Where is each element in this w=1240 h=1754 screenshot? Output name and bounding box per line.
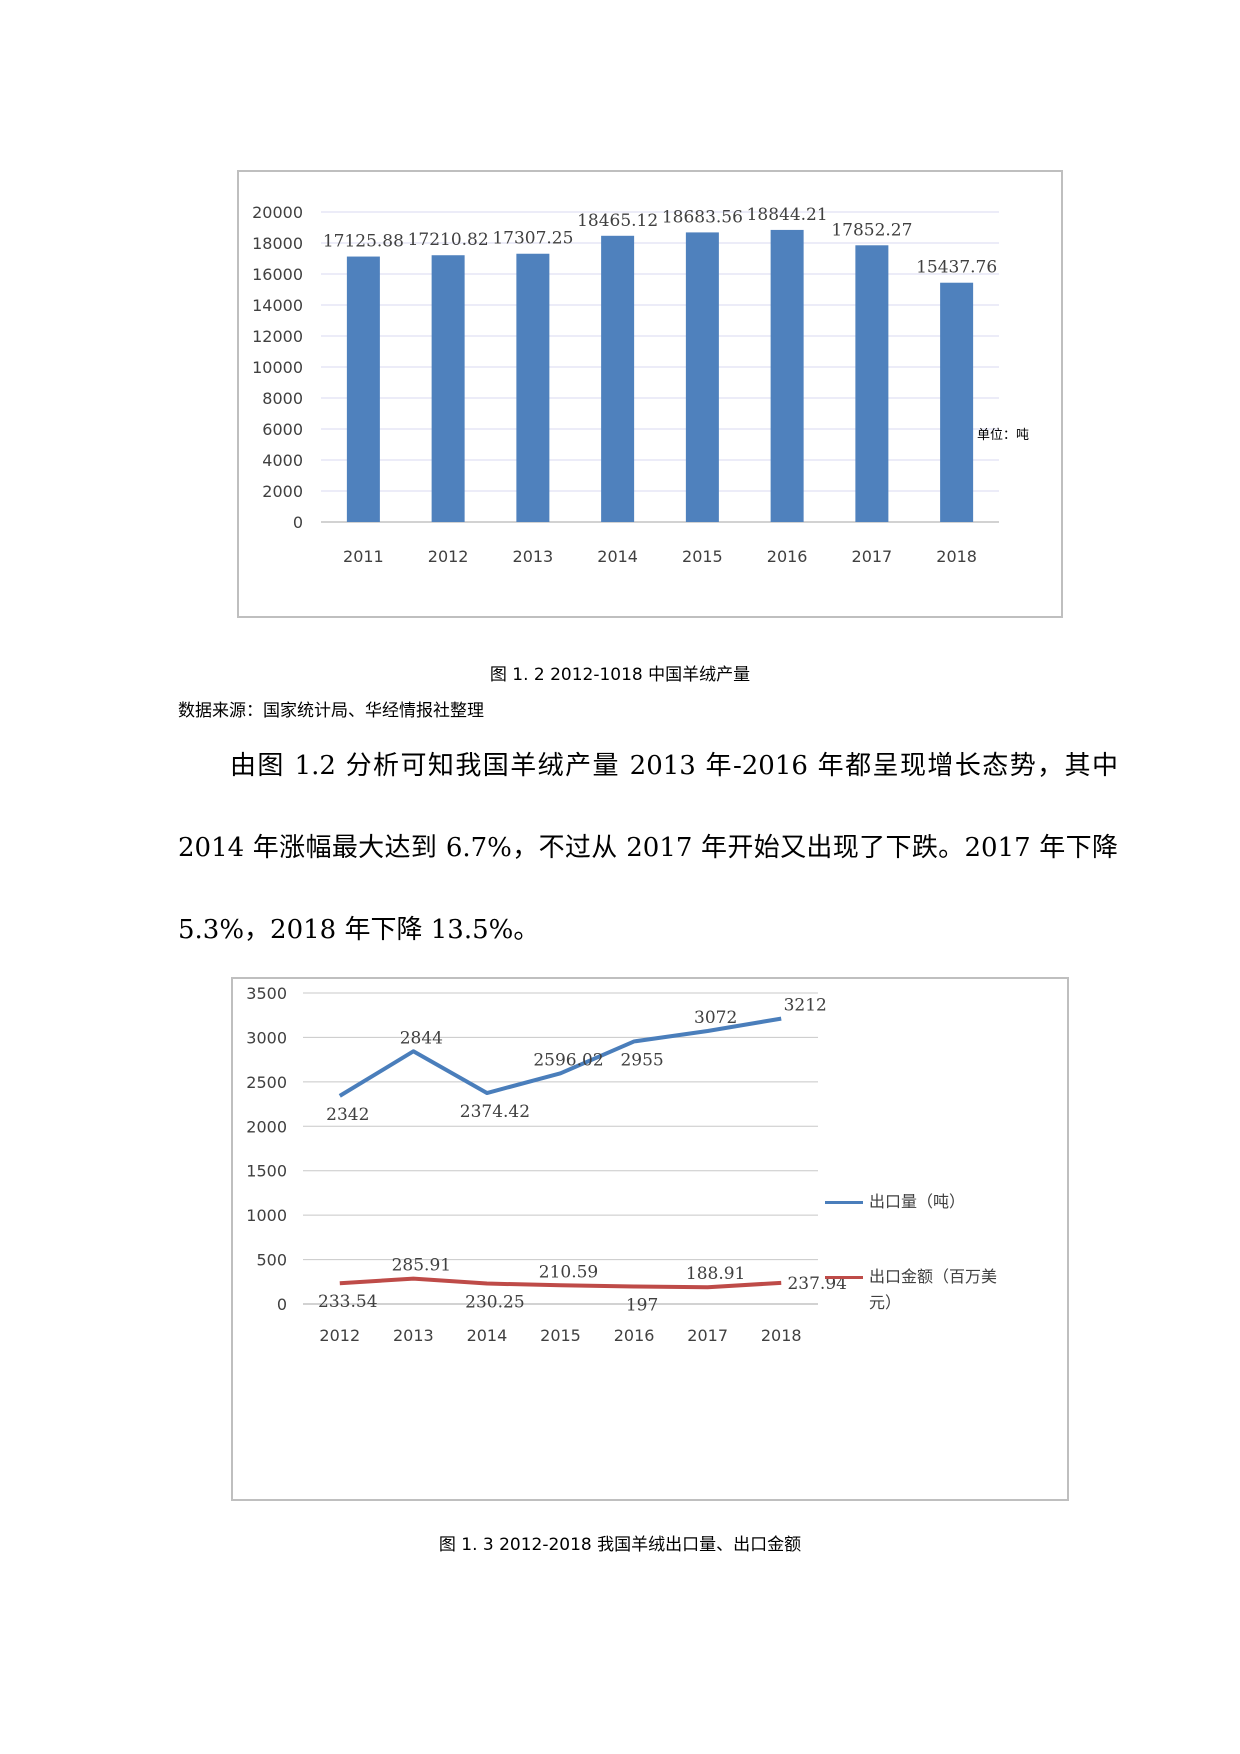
y-tick-label: 1500 [246, 1162, 287, 1181]
y-tick-label: 4000 [262, 451, 303, 470]
bar [940, 282, 974, 522]
x-tick-label: 2013 [393, 1326, 434, 1345]
x-tick-label: 2013 [513, 547, 554, 566]
data-point-label: 285.91 [392, 1256, 451, 1276]
data-point-label: 233.54 [318, 1292, 377, 1312]
bar-value-label: 17125.88 [323, 232, 404, 252]
y-tick-label: 2000 [246, 1117, 287, 1136]
y-tick-label: 2500 [246, 1073, 287, 1092]
data-point-label: 2844 [400, 1028, 443, 1048]
source-note: 数据来源：国家统计局、华经情报社整理 [178, 701, 484, 721]
x-tick-label: 2012 [428, 547, 469, 566]
x-tick-label: 2017 [687, 1326, 728, 1345]
analysis-paragraph: 由图 1.2 分析可知我国羊绒产量 2013 年-2016 年都呈现增长态势，其… [178, 751, 1118, 945]
figure1-caption: 图 1. 2 2012-1018 中国羊绒产量 [489, 665, 751, 685]
data-point-label: 230.25 [465, 1293, 524, 1313]
legend-label-value-line1: 出口金额（百万美 [869, 1267, 998, 1286]
export-volume-line [338, 1016, 782, 1098]
legend-label-volume: 出口量（吨） [869, 1192, 966, 1211]
x-tick-label: 2016 [767, 547, 808, 566]
export-value-line [339, 1276, 782, 1290]
export-line-chart: 0 500 1000 1500 2000 2500 3000 3500 2012 2013 2014… [231, 977, 1069, 1501]
bar-value-label: 17852.27 [831, 220, 912, 240]
data-point-label: 3212 [784, 996, 827, 1016]
data-point-label: 197 [626, 1295, 658, 1315]
bar [601, 235, 635, 522]
y-tick-label: 3500 [246, 984, 287, 1003]
bar [346, 256, 380, 522]
data-point-label: 2374.42 [460, 1102, 530, 1122]
production-bar-chart-svg: 0 2000 4000 6000 8000 10000 12000 14000 16000 180… [252, 203, 999, 566]
y-tick-label: 20000 [252, 203, 303, 222]
legend-swatch-value [825, 1276, 863, 1279]
data-point-label: 188.91 [686, 1264, 745, 1284]
x-tick-label: 2016 [614, 1326, 655, 1345]
data-point-label: 2955 [620, 1050, 663, 1070]
x-tick-label: 2011 [343, 547, 384, 566]
y-tick-label: 0 [293, 513, 303, 532]
x-tick-label: 2017 [852, 547, 893, 566]
y-tick-label: 1000 [246, 1206, 287, 1225]
x-tick-label: 2012 [319, 1326, 360, 1345]
y-tick-label: 8000 [262, 389, 303, 408]
y-tick-label: 14000 [252, 296, 303, 315]
x-tick-label: 2015 [540, 1326, 581, 1345]
bar-value-label: 18465.12 [577, 211, 658, 231]
legend-label-value-line2: 元） [869, 1293, 902, 1312]
x-tick-label: 2014 [597, 547, 638, 566]
data-point-label: 2342 [326, 1105, 369, 1125]
y-tick-label: 18000 [252, 234, 303, 253]
bar-value-label: 15437.76 [916, 258, 997, 278]
export-line-chart-svg: 0 500 1000 1500 2000 2500 3000 3500 2012 2013 2014… [246, 984, 847, 1345]
x-tick-label: 2014 [467, 1326, 508, 1345]
x-tick-label: 2018 [936, 547, 977, 566]
bar-value-label: 18683.56 [662, 207, 743, 227]
y-tick-label: 0 [277, 1295, 287, 1314]
y-tick-label: 16000 [252, 265, 303, 284]
bar [685, 232, 719, 522]
legend-swatch-volume [825, 1201, 863, 1204]
y-tick-label: 10000 [252, 358, 303, 377]
bar [516, 253, 550, 523]
y-tick-label: 3000 [246, 1028, 287, 1047]
data-point-label: 2596.02 [533, 1050, 603, 1070]
bar [770, 229, 804, 523]
production-bar-chart: 0 2000 4000 6000 8000 10000 12000 14000 16000 180… [237, 170, 1063, 618]
y-tick-label: 6000 [262, 420, 303, 439]
y-tick-label: 500 [256, 1251, 287, 1270]
bar-value-label: 17210.82 [408, 230, 489, 250]
x-tick-label: 2018 [761, 1326, 802, 1345]
data-point-label: 210.59 [539, 1262, 598, 1282]
y-tick-label: 2000 [262, 482, 303, 501]
data-point-label: 3072 [694, 1008, 737, 1028]
bar-value-label: 18844.21 [747, 205, 828, 225]
x-tick-label: 2015 [682, 547, 723, 566]
unit-label: 单位：吨 [977, 428, 1030, 443]
bar [431, 255, 465, 522]
y-tick-label: 12000 [252, 327, 303, 346]
bar [855, 245, 889, 522]
figure2-caption: 图 1. 3 2012-2018 我国羊绒出口量、出口金额 [438, 1535, 802, 1555]
bar-value-label: 17307.25 [492, 229, 573, 249]
